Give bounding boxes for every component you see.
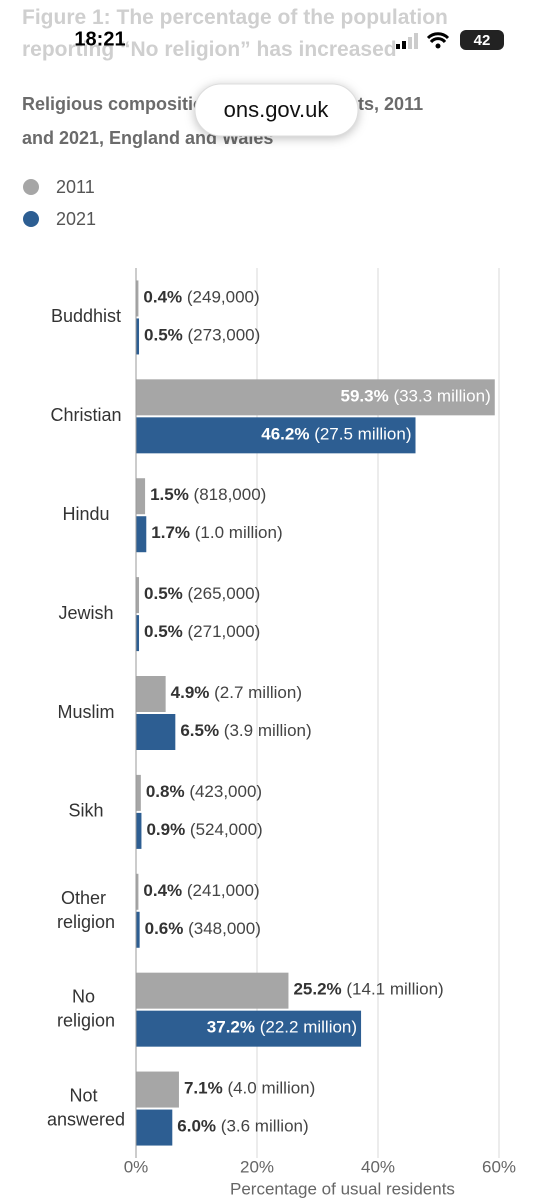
legend-marker — [23, 211, 39, 227]
bar — [136, 318, 140, 355]
bar — [136, 812, 142, 849]
chart-title: Figure 1: The percentage of the populati… — [22, 6, 454, 61]
y-tick-label: Not answered — [47, 1085, 125, 1129]
y-tick-label: Muslim — [58, 702, 115, 722]
bar — [136, 577, 140, 614]
x-axis-title: Percentage of usual residents — [230, 1179, 455, 1198]
address-bar[interactable]: ons.gov.uk — [194, 83, 359, 137]
y-tick-label: No religion — [57, 986, 115, 1030]
bar — [136, 676, 166, 712]
data-label: 4.9% (2.7 million) — [171, 683, 302, 702]
bar — [136, 478, 146, 515]
legend-label: 2021 — [56, 209, 96, 229]
bar — [136, 774, 141, 811]
data-label: 46.2% (27.5 million) — [261, 425, 411, 444]
data-label: 0.6% (348,000) — [145, 919, 261, 938]
legend-label: 2011 — [56, 177, 95, 197]
data-label: 6.0% (3.6 million) — [177, 1117, 308, 1136]
data-label: 0.9% (524,000) — [146, 820, 262, 839]
bar — [136, 516, 147, 553]
bar — [136, 1071, 179, 1108]
bar — [136, 1010, 362, 1047]
legend-marker — [23, 179, 39, 195]
bar — [136, 972, 289, 1009]
bar — [136, 615, 140, 652]
data-label: 0.8% (423,000) — [146, 782, 262, 801]
y-tick-label: Christian — [50, 405, 121, 425]
bar — [136, 280, 139, 317]
x-tick-label: 60% — [482, 1157, 516, 1176]
data-label: 59.3% (33.3 million) — [341, 387, 491, 406]
data-label: 6.5% (3.9 million) — [180, 721, 311, 740]
data-label: 25.2% (14.1 million) — [293, 980, 443, 999]
url[interactable]: ons.gov.uk — [224, 97, 330, 122]
bar — [136, 1109, 173, 1146]
bar — [136, 911, 140, 948]
y-tick-label: Buddhist — [51, 306, 121, 326]
battery — [460, 30, 504, 50]
data-label: 0.4% (249,000) — [143, 288, 259, 307]
data-label: 1.5% (818,000) — [150, 486, 266, 505]
data-label: 0.5% (265,000) — [144, 585, 260, 604]
bar — [136, 714, 176, 750]
data-label: 1.7% (1.0 million) — [151, 524, 282, 543]
bar — [136, 379, 495, 416]
y-tick-label: Other religion — [57, 888, 115, 932]
bar — [136, 417, 416, 454]
status-bar: 18:21 42 — [74, 28, 504, 50]
data-label: 0.4% (241,000) — [143, 881, 259, 900]
status-time: 18:21 — [74, 28, 125, 50]
bar — [136, 873, 139, 910]
x-tick-label: 40% — [361, 1157, 395, 1176]
x-tick-label: 0% — [124, 1157, 149, 1176]
data-label: 37.2% (22.2 million) — [207, 1018, 357, 1037]
data-label: 7.1% (4.0 million) — [184, 1079, 315, 1098]
data-label: 0.5% (271,000) — [144, 623, 260, 642]
battery-level: 42 — [474, 32, 491, 49]
y-tick-label: Sikh — [68, 801, 103, 821]
x-tick-label: 20% — [240, 1157, 274, 1176]
y-tick-label: Hindu — [62, 504, 109, 524]
y-tick-label: Jewish — [58, 603, 113, 623]
data-label: 0.5% (273,000) — [144, 326, 260, 345]
